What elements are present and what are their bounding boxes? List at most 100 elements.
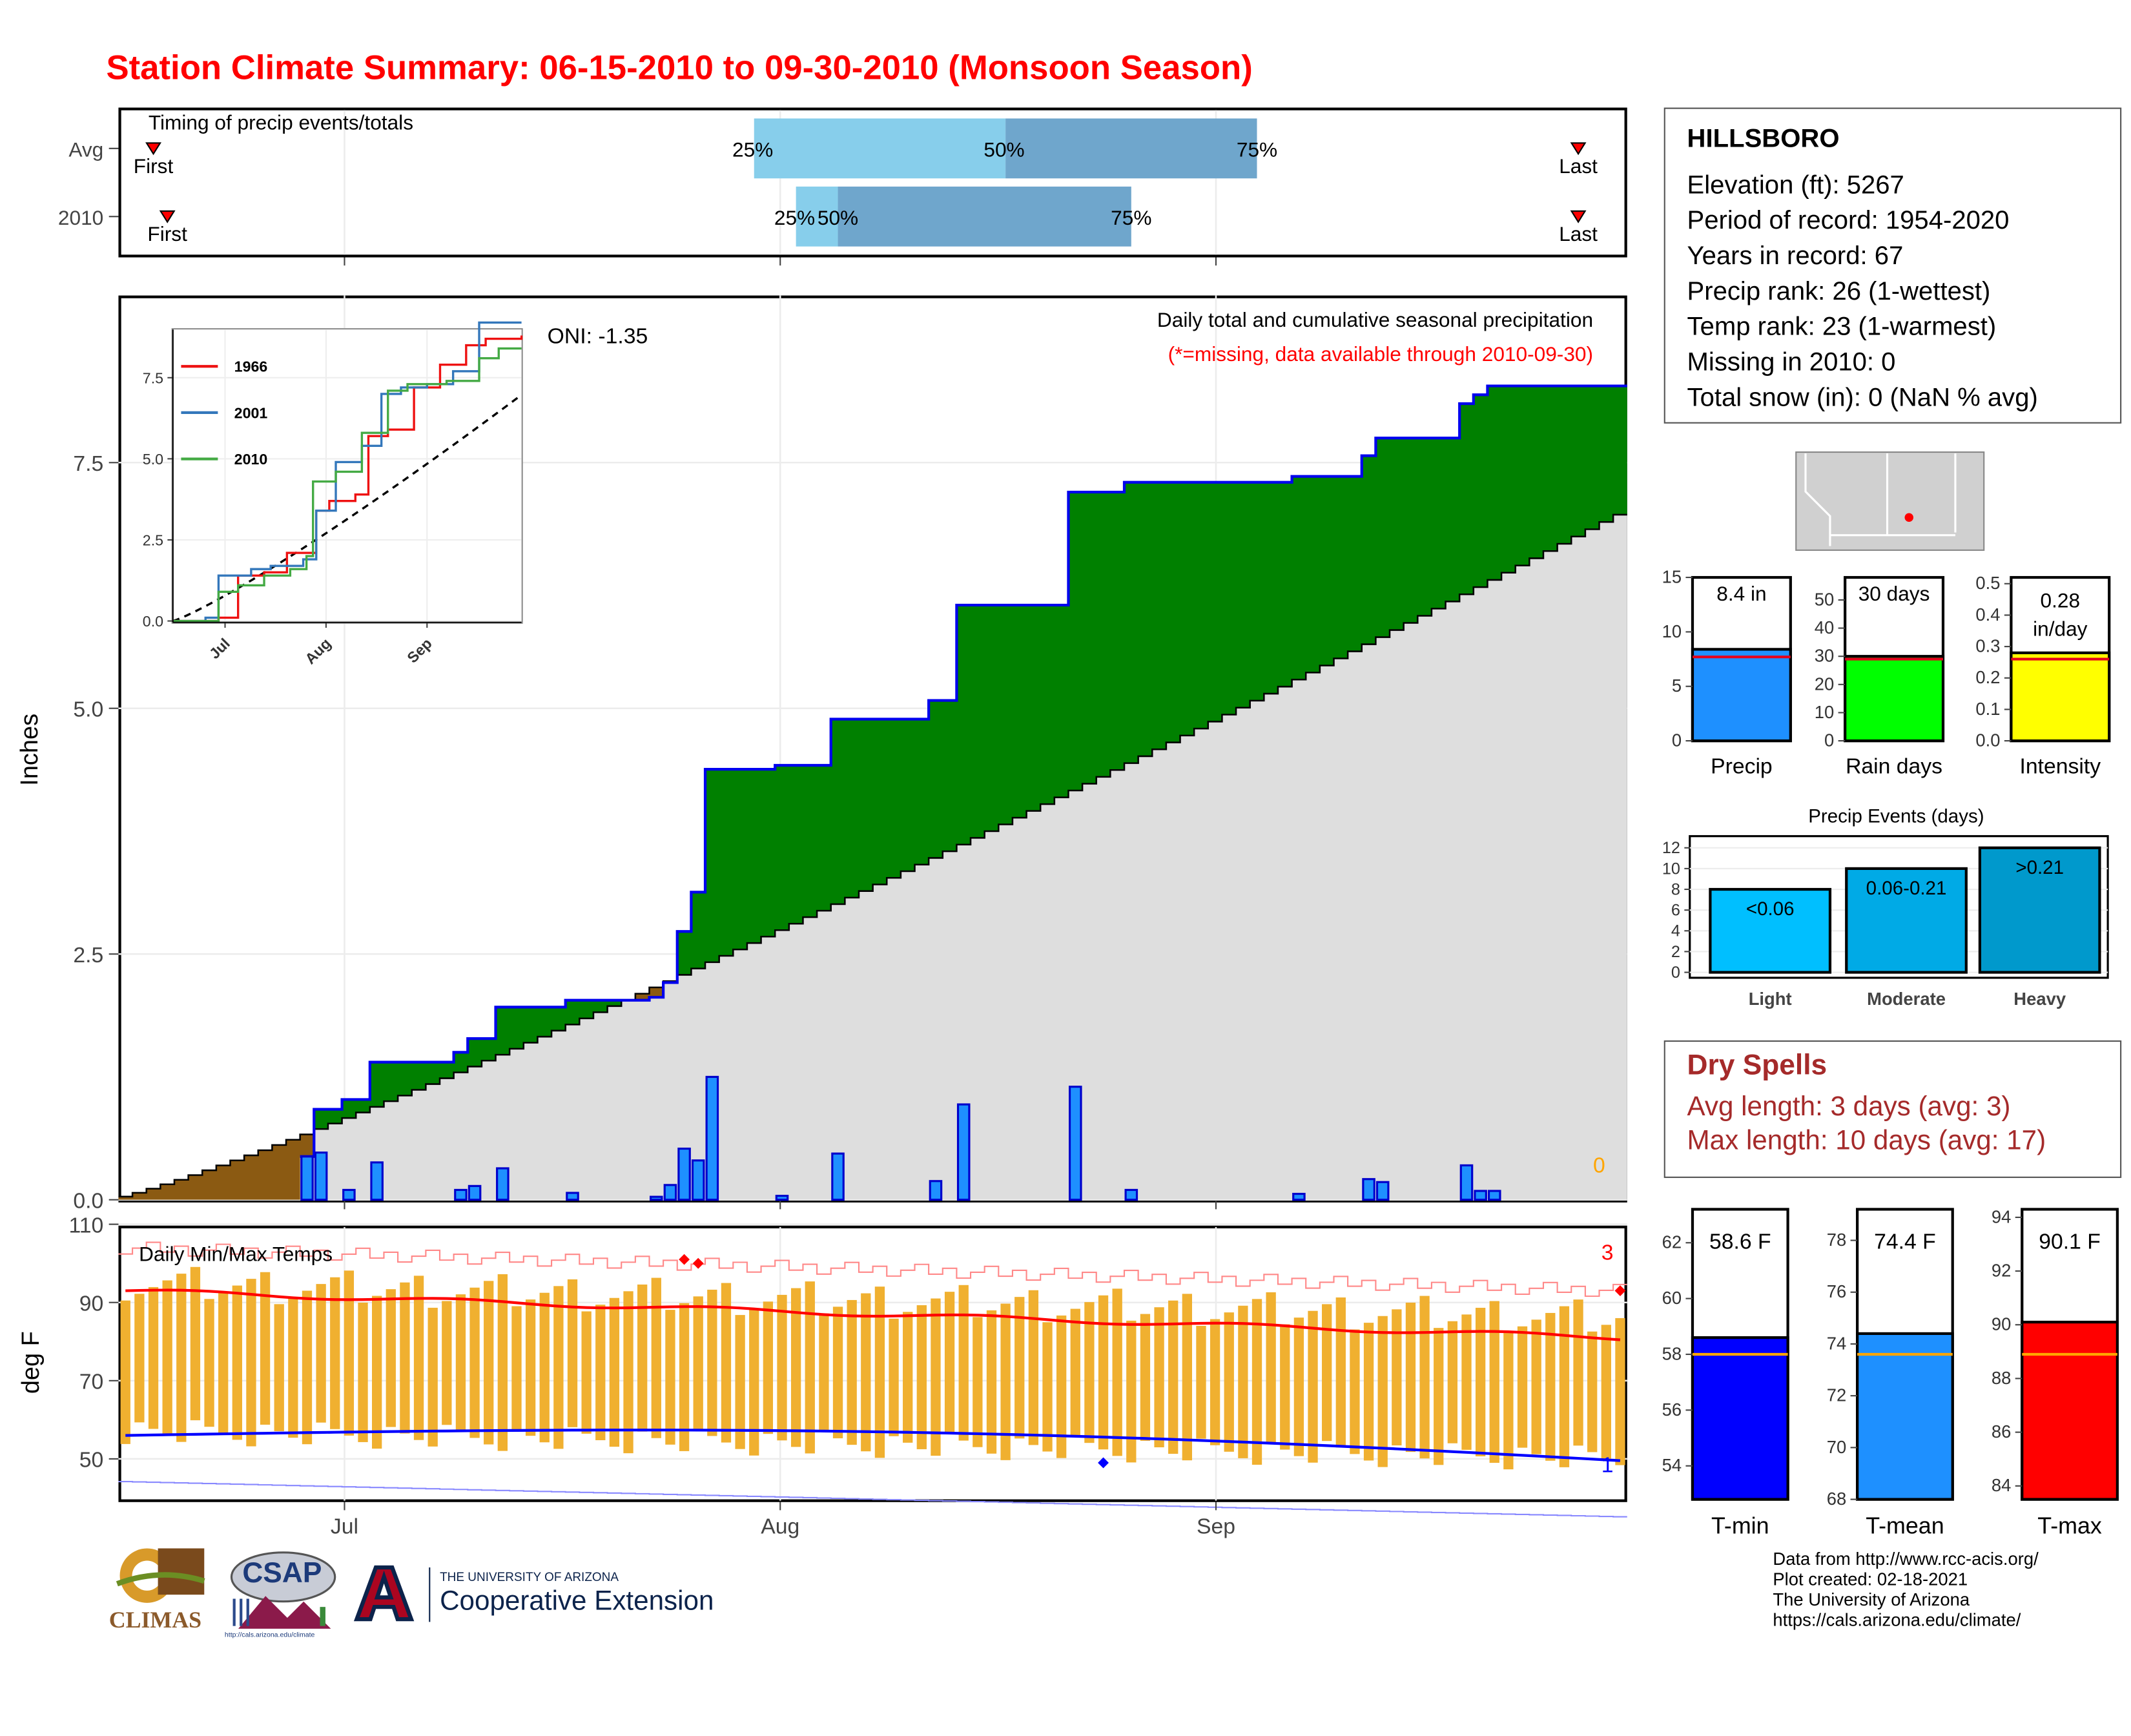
daily-temp-bar xyxy=(609,1297,620,1447)
daily-temp-bar xyxy=(1140,1314,1151,1441)
daily-precip-bar xyxy=(314,1152,328,1201)
record-low-marker-icon xyxy=(1098,1457,1109,1469)
daily-temp-bar xyxy=(777,1294,787,1441)
summary-category-label-0: Precip xyxy=(1711,754,1773,779)
summary-value-label-1: 30 days xyxy=(1858,582,1930,605)
inset-series-2010 xyxy=(172,347,522,623)
daily-temp-bar xyxy=(1322,1304,1332,1442)
daily-temp-bar xyxy=(1503,1333,1514,1470)
timing-first-label-0: First xyxy=(134,154,174,178)
precip-note1: Daily total and cumulative seasonal prec… xyxy=(1157,309,1594,333)
daily-temp-bar xyxy=(693,1296,703,1430)
daily-temp-bar xyxy=(623,1291,633,1454)
first-marker-icon-0 xyxy=(145,142,161,156)
timing-bar-late-1 xyxy=(838,186,1131,247)
summary-tick-label-1-1: 10 xyxy=(1815,702,1834,722)
daily-temp-bar xyxy=(986,1310,997,1454)
timing-bar-early-1 xyxy=(796,186,838,247)
daily-temp-bar xyxy=(1405,1302,1416,1452)
daily-temp-bar xyxy=(903,1312,913,1443)
summary-bar-0 xyxy=(1691,648,1792,743)
temp-summary-tick-label-2-0: 84 xyxy=(1992,1475,2011,1495)
summary-value-label-0: 8.4 in xyxy=(1716,582,1766,605)
daily-temp-bar xyxy=(427,1307,438,1447)
summary-tick-label-1-4: 40 xyxy=(1815,617,1834,637)
events-tick-label-4: 8 xyxy=(1671,880,1680,898)
daily-temp-bar xyxy=(1154,1307,1164,1447)
credit-line-university: The University of Arizona xyxy=(1773,1589,1970,1610)
xaxis-tick-label-1: Aug xyxy=(761,1514,799,1538)
summary-tick-label-0-3: 15 xyxy=(1662,566,1682,586)
daily-temp-bar xyxy=(442,1301,452,1425)
daily-temp-bar xyxy=(1014,1297,1025,1439)
ua-a-icon xyxy=(353,1565,415,1622)
summary-tick-label-1-5: 50 xyxy=(1815,589,1834,609)
temp-ytick-label-1: 70 xyxy=(79,1369,104,1394)
daily-temp-bar xyxy=(749,1308,759,1456)
daily-temp-bar xyxy=(763,1301,774,1434)
daily-temp-bar xyxy=(944,1292,955,1434)
timing-row-label-1: 2010 xyxy=(58,206,103,229)
station-snow: Total snow (in): 0 (NaN % avg) xyxy=(1687,384,2038,413)
oni-label: ONI: -1.35 xyxy=(547,325,648,349)
record-high-line xyxy=(118,1241,1627,1297)
temp-summary-tick-label-0-2: 58 xyxy=(1662,1343,1682,1363)
events-bar-label-0: <0.06 xyxy=(1746,898,1795,920)
daily-precip-bar xyxy=(342,1188,356,1201)
dry-spells-avg: Avg length: 3 days (avg: 3) xyxy=(1687,1092,2011,1122)
daily-precip-bar xyxy=(705,1075,719,1201)
daily-precip-bar xyxy=(1474,1190,1487,1201)
daily-temp-bar xyxy=(204,1299,214,1427)
daily-temp-bar xyxy=(511,1306,522,1430)
daily-temp-bar xyxy=(1335,1297,1346,1448)
daily-temp-bar xyxy=(413,1276,424,1440)
daily-precip-bar xyxy=(677,1147,691,1201)
timing-bar-early-0 xyxy=(754,118,1006,179)
daily-temp-bar xyxy=(1251,1299,1262,1465)
xaxis-tick-label-2: Sep xyxy=(1197,1514,1235,1538)
daily-temp-bar xyxy=(1587,1331,1598,1452)
daily-temp-bar xyxy=(1266,1292,1276,1443)
daily-temp-bar xyxy=(958,1285,969,1441)
daily-precip-bar xyxy=(1292,1192,1306,1201)
timing-pct75-1: 75% xyxy=(1111,206,1151,229)
daily-temp-bar xyxy=(260,1272,271,1425)
last-marker-icon-1 xyxy=(1570,210,1587,223)
temp-summary-value-label-1: 74.4 F xyxy=(1874,1230,1936,1254)
daily-temp-bar xyxy=(539,1292,550,1443)
daily-temp-bar xyxy=(525,1299,536,1436)
daily-temp-bar xyxy=(637,1284,648,1432)
daily-temp-bar xyxy=(120,1300,130,1444)
temp-summary-category-label-0: T-min xyxy=(1711,1513,1769,1538)
daily-temp-bar xyxy=(567,1279,578,1427)
daily-temp-bar xyxy=(1280,1324,1290,1450)
daily-temp-bar xyxy=(246,1279,256,1447)
inset-ytick-label-2: 5.0 xyxy=(143,451,163,468)
summary-category-label-2: Intensity xyxy=(2020,754,2101,779)
average-cumulative-area xyxy=(118,514,1627,1200)
timing-first-label-1: First xyxy=(147,222,187,245)
daily-temp-bar xyxy=(721,1283,732,1443)
daily-precip-bar xyxy=(650,1195,663,1201)
avg-max-temp-line xyxy=(125,1288,1621,1341)
daily-precip-bar xyxy=(566,1192,579,1201)
timing-pct50-1: 50% xyxy=(818,206,858,229)
climas-logo: CLIMAS xyxy=(106,1543,212,1633)
daily-temp-bar xyxy=(1615,1318,1625,1465)
station-period: Period of record: 1954-2020 xyxy=(1687,207,2010,236)
inset-legend-label-2: 2010 xyxy=(234,451,268,468)
daily-temp-bar xyxy=(1126,1320,1137,1463)
daily-temp-bar xyxy=(847,1299,857,1445)
precip-ytick-label-2: 5.0 xyxy=(73,697,103,721)
daily-precip-bar xyxy=(1487,1190,1501,1201)
station-precip-rank: Precip rank: 26 (1-wettest) xyxy=(1687,278,1991,307)
cumulative-2010-line xyxy=(300,384,1627,1158)
daily-precip-bar xyxy=(663,1184,677,1201)
temp-summary-bar-1 xyxy=(1856,1332,1954,1501)
daily-temp-bar xyxy=(1098,1295,1109,1450)
daily-temp-bar xyxy=(1070,1308,1080,1437)
events-bar-0 xyxy=(1709,887,1832,974)
events-bar-2 xyxy=(1978,846,2101,974)
temp-summary-tick-label-1-1: 70 xyxy=(1827,1437,1846,1457)
temp-summary-tick-label-2-2: 88 xyxy=(1992,1368,2011,1388)
